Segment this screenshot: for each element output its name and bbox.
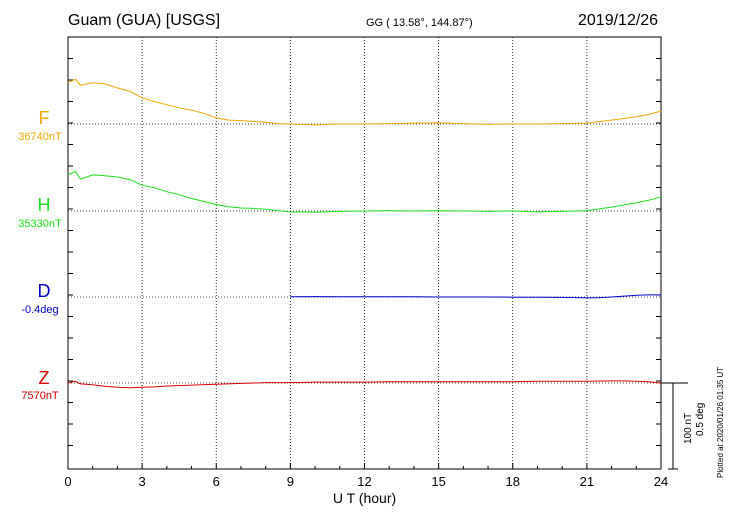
chart-date: 2019/12/26 — [578, 12, 659, 29]
x-tick-label: 18 — [506, 474, 520, 489]
x-tick-label: 0 — [64, 474, 71, 489]
x-tick-label: 6 — [213, 474, 220, 489]
x-tick-label: 12 — [357, 474, 371, 489]
component-z-label: Z — [38, 368, 50, 388]
component-f-baseline: 36740nT — [18, 131, 62, 143]
component-h-label: H — [37, 195, 51, 215]
scale-nt-label: 100 nT — [683, 412, 694, 444]
series-line-z — [67, 380, 662, 389]
station-title: Guam (GUA) [USGS] — [68, 12, 221, 29]
x-tick-label: 21 — [580, 474, 594, 489]
component-d-baseline: -0.4deg — [21, 304, 59, 316]
series-line-h — [67, 170, 662, 213]
x-tick-label: 15 — [431, 474, 445, 489]
plotted-at-note: Plotted at 2020/01/26 01:35 UT — [716, 366, 725, 478]
scale-deg-label: 0.5 deg — [695, 402, 706, 436]
x-tick-label: 24 — [654, 474, 668, 489]
component-h-baseline: 35330nT — [18, 218, 62, 230]
x-tick-label: 9 — [287, 474, 294, 489]
station-coordinates: GG ( 13.58°, 144.87°) — [366, 17, 473, 29]
x-axis-label: U T (hour) — [332, 490, 397, 506]
component-z-baseline: 7570nT — [21, 390, 59, 402]
series-line-f — [67, 78, 662, 126]
x-tick-label: 3 — [139, 474, 146, 489]
component-d-label: D — [37, 281, 51, 301]
component-f-label: F — [38, 108, 50, 128]
series-line-d — [290, 294, 661, 299]
